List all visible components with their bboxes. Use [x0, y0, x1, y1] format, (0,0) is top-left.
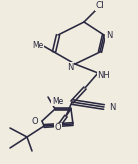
- Text: N: N: [67, 62, 73, 72]
- Text: O: O: [32, 116, 38, 125]
- Text: Me: Me: [32, 41, 44, 50]
- Text: Cl: Cl: [95, 1, 104, 10]
- Text: NH: NH: [98, 72, 110, 81]
- Text: O: O: [55, 123, 61, 133]
- Text: Me: Me: [52, 96, 63, 105]
- Text: N: N: [106, 31, 112, 41]
- Text: N: N: [109, 103, 115, 113]
